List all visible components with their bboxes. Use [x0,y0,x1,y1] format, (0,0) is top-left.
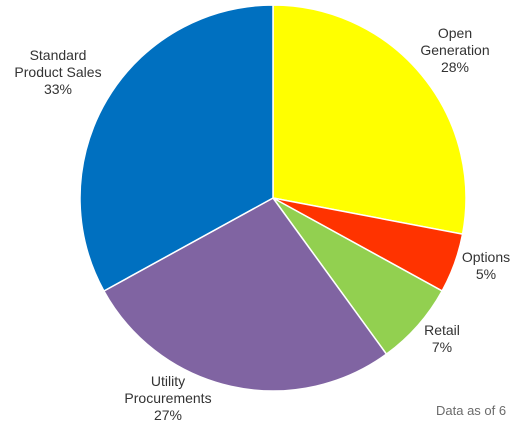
pie-label-standard-product-sales: Standard Product Sales 33% [14,47,101,97]
pie-label-percent: 7% [432,339,452,355]
pie-label-options: Options 5% [462,249,510,282]
pie-slice-standard-product-sales [79,4,274,292]
pie-label-category: Retail [424,322,460,338]
pie-label-category: Open [438,25,472,41]
pie-label-percent: 33% [44,81,72,97]
pie-label-percent: 28% [441,59,469,75]
pie-label-category: Generation [420,42,489,58]
pie-label-category: Utility [151,373,185,389]
pie-label-category: Standard [30,47,87,63]
pie-slice-open-generation [272,4,467,236]
pie-labels: Open Generation 28% Options 5% Retail 7% Utilit… [14,25,510,423]
pie-slices [79,4,467,392]
pie-label-open-generation: Open Generation 28% [420,25,489,75]
data-date-footnote: Data as of 6 [436,403,507,418]
pie-label-utility-procurements: Utility Procurements 27% [124,373,211,423]
pie-slice-utility-procurements [102,197,388,392]
pie-label-percent: 27% [154,407,182,423]
pie-label-retail: Retail 7% [424,322,460,355]
pie-label-category: Product Sales [14,64,101,80]
pie-label-percent: 5% [476,266,496,282]
pie-label-category: Options [462,249,510,265]
pie-label-category: Procurements [124,390,211,406]
